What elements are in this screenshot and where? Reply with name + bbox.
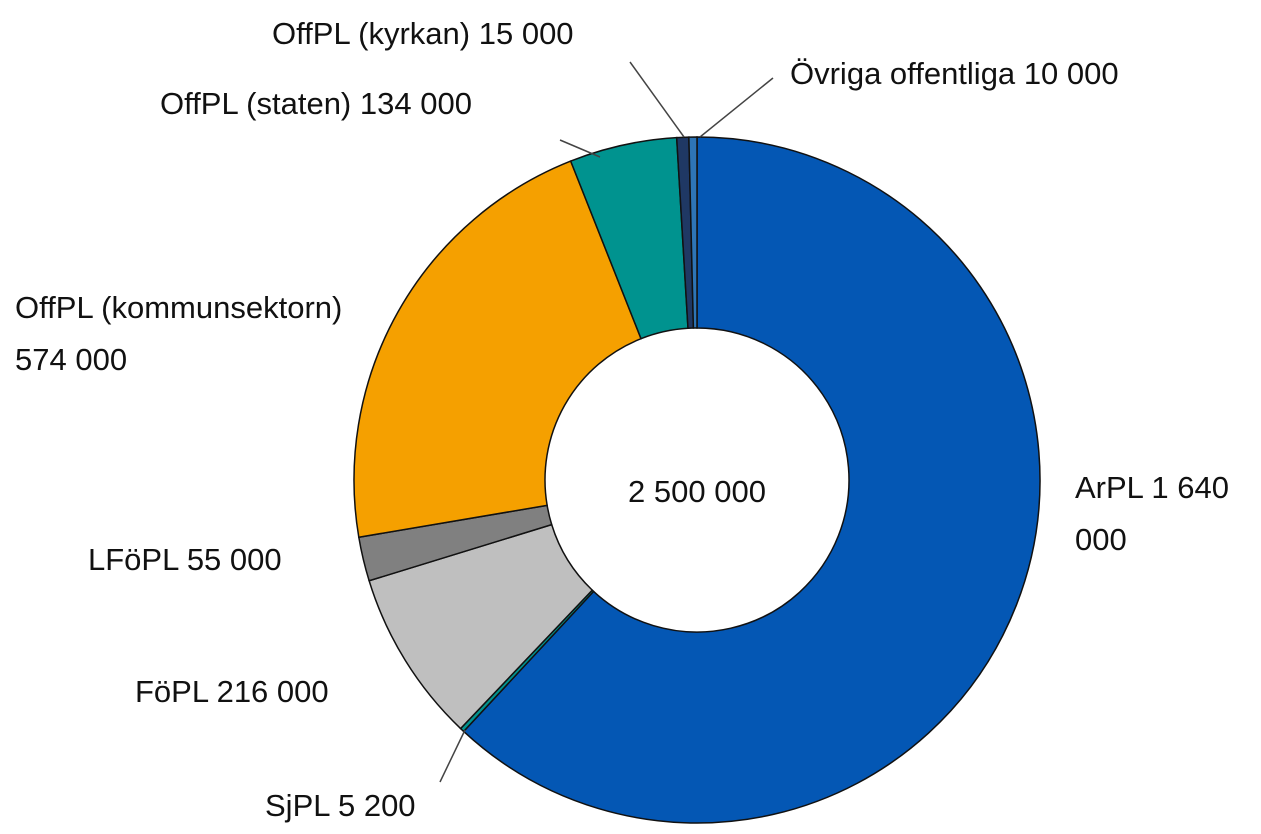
slice <box>462 136 1041 824</box>
label-value: 15 000 <box>478 16 574 51</box>
label-name: OffPL (staten) <box>160 86 352 121</box>
slice-label: OffPL (kyrkan) 15 000 <box>272 8 574 60</box>
slice <box>688 136 698 329</box>
slice-label: Övriga offentliga 10 000 <box>790 48 1119 100</box>
center-label: 2 500 000 <box>628 474 766 509</box>
slice-label: SjPL 5 200 <box>265 780 416 832</box>
label-name: OffPL (kyrkan) <box>272 16 471 51</box>
slice-label: ArPL 1 640 000 <box>1075 462 1261 566</box>
label-value: 5 200 <box>337 788 416 823</box>
slice <box>353 160 643 539</box>
label-name: FöPL <box>135 674 208 709</box>
label-value: 134 000 <box>359 86 472 121</box>
slice-label: OffPL (kommunsektorn) 574 000 <box>15 282 345 386</box>
label-name: LFöPL <box>88 542 179 577</box>
label-name: OffPL (kommunsektorn) <box>15 290 343 325</box>
label-name: ArPL <box>1075 470 1143 505</box>
label-value: 1 640 000 <box>1075 470 1229 557</box>
slice-label: LFöPL 55 000 <box>88 534 282 586</box>
label-value: 216 000 <box>216 674 329 709</box>
slice-label: OffPL (staten) 134 000 <box>160 78 472 130</box>
leader-line <box>699 77 774 138</box>
label-name: Övriga offentliga <box>790 56 1016 91</box>
label-value: 55 000 <box>186 542 282 577</box>
label-value: 10 000 <box>1023 56 1119 91</box>
slices <box>353 136 1041 824</box>
label-value: 574 000 <box>15 342 128 377</box>
leader-line <box>559 139 601 158</box>
leader-line <box>629 61 685 138</box>
label-name: SjPL <box>265 788 330 823</box>
slice-label: FöPL 216 000 <box>135 666 329 718</box>
leader-line <box>439 729 466 783</box>
